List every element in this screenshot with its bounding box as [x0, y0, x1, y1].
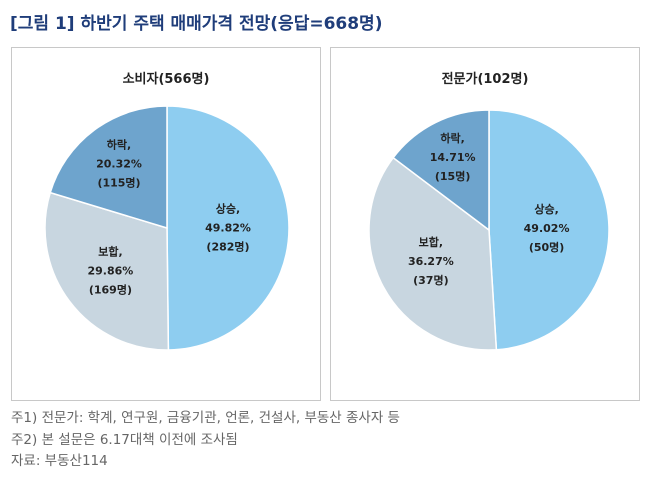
expert-pie-panel: 전문가(102명) 상승, 49.02% (50명) 보합, 36.27% (37명) 하락… — [330, 47, 640, 401]
slice-label-하락-0: 하락, — [440, 131, 464, 145]
slice-label-상승-2: (50명) — [529, 240, 564, 254]
slice-label-하락-2: (15명) — [435, 169, 470, 183]
footnote-2: 주2) 본 설문은 6.17대책 이전에 조사됨 — [11, 431, 238, 448]
slice-label-보합-1: 29.86% — [88, 264, 134, 277]
slice-label-하락-1: 14.71% — [430, 151, 476, 164]
slice-label-상승-1: 49.82% — [205, 222, 251, 235]
consumer-pie-panel: 소비자(566명) 상승, 49.82% (282명) 보합, 29.86% (169명)… — [11, 47, 321, 401]
slice-label-하락-1: 20.32% — [96, 157, 142, 170]
slice-label-상승-0: 상승, — [216, 202, 240, 216]
slice-label-하락-0: 하락, — [107, 137, 131, 151]
expert-pie-chart: 상승, 49.02% (50명) 보합, 36.27% (37명) 하락, 14.71% (15… — [368, 109, 610, 351]
slice-label-보합-0: 보합, — [419, 235, 443, 249]
pie-slice-상승 — [488, 109, 610, 351]
slice-label-보합-2: (169명) — [89, 282, 132, 296]
source-note: 자료: 부동산114 — [11, 453, 108, 469]
pie-slice-하락 — [392, 109, 490, 232]
slice-label-상승-2: (282명) — [206, 240, 249, 254]
slice-label-상승-0: 상승, — [534, 202, 558, 216]
consumer-pie-title: 소비자(566명) — [122, 72, 210, 87]
footnotes: 주1) 전문가: 학계, 연구원, 금융기관, 언론, 건설사, 부동산 종사자… — [11, 408, 400, 473]
slice-label-보합-0: 보합, — [98, 244, 122, 258]
consumer-pie-chart: 상승, 49.82% (282명) 보합, 29.86% (169명) 하락, 20.32% (… — [44, 105, 290, 351]
pie-slice-보합 — [44, 191, 170, 351]
slice-label-보합-2: (37명) — [413, 273, 448, 287]
slice-label-보합-1: 36.27% — [408, 255, 454, 268]
expert-pie-title: 전문가(102명) — [441, 72, 529, 87]
footnote-1: 주1) 전문가: 학계, 연구원, 금융기관, 언론, 건설사, 부동산 종사자… — [11, 410, 400, 426]
slice-label-상승-1: 49.02% — [524, 222, 570, 235]
pie-slice-하락 — [49, 105, 168, 230]
pie-slice-보합 — [368, 156, 498, 351]
pie-slice-상승 — [166, 105, 290, 351]
slice-label-하락-2: (115명) — [97, 175, 140, 189]
figure-title: [그림 1] 하반기 주택 매매가격 전망(응답=668명) — [10, 14, 383, 34]
